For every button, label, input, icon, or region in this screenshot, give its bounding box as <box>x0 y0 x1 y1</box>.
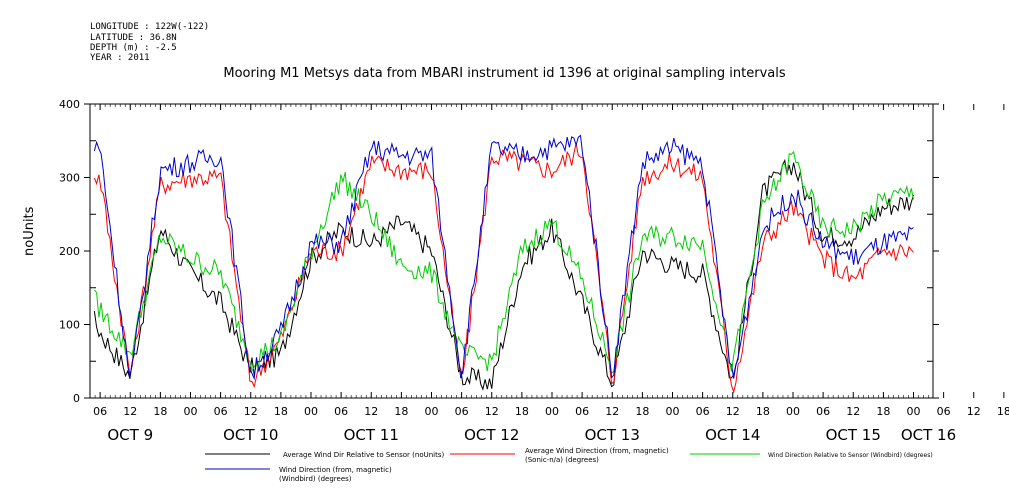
legend-label-2: Wind Direction Relative to Sensor (Windb… <box>768 452 933 459</box>
longitude-label: LONGITUDE : 122W(-122) <box>90 22 210 32</box>
latitude-label: LATITUDE : 36.8N <box>90 33 177 43</box>
depth-label: DEPTH (m) : -2.5 <box>90 43 177 53</box>
date-label: OCT 12 <box>464 426 519 444</box>
plot-frame <box>89 103 934 399</box>
x-tick-label: 00 <box>184 405 198 418</box>
date-label: OCT 14 <box>705 426 760 444</box>
x-tick-label: 00 <box>907 405 921 418</box>
x-tick-label: 06 <box>334 405 348 418</box>
x-tick-label: 12 <box>967 405 981 418</box>
x-tick-label: 06 <box>214 405 228 418</box>
series-line <box>93 134 914 381</box>
axis-ticks: 0 100 200 300 400 06 12 18 00 06 12 18 00 06 12 18 00 06 1… <box>59 98 1009 444</box>
y-tick-label: 100 <box>59 319 80 332</box>
date-label: OCT 10 <box>223 426 278 444</box>
x-tick-label: 18 <box>515 405 529 418</box>
x-tick-label: 06 <box>696 405 710 418</box>
x-tick-label: 06 <box>93 405 107 418</box>
x-tick-label: 00 <box>304 405 318 418</box>
series-lines <box>93 134 914 394</box>
series-line <box>93 158 914 391</box>
y-tick-label: 400 <box>59 98 80 111</box>
x-tick-label: 12 <box>123 405 137 418</box>
x-tick-label: 00 <box>425 405 439 418</box>
x-tick-label: 12 <box>364 405 378 418</box>
legend-label-0: Average Wind Dir Relative to Sensor (noU… <box>283 451 445 459</box>
x-tick-label: 00 <box>545 405 559 418</box>
x-tick-label: 06 <box>937 405 951 418</box>
x-tick-label: 06 <box>455 405 469 418</box>
year-label: YEAR : 2011 <box>90 53 150 63</box>
date-label: OCT 9 <box>107 426 153 444</box>
chart-title: Mooring M1 Metsys data from MBARI instru… <box>223 66 786 81</box>
x-tick-label: 18 <box>756 405 770 418</box>
legend-label-1: Average Wind Direction (from, magnetic) … <box>525 447 669 464</box>
x-tick-label: 18 <box>997 405 1009 418</box>
date-label: OCT 13 <box>585 426 640 444</box>
x-tick-label: 18 <box>274 405 288 418</box>
x-tick-label: 18 <box>153 405 167 418</box>
date-label: OCT 11 <box>344 426 399 444</box>
y-tick-label: 300 <box>59 172 80 185</box>
x-tick-label: 12 <box>485 405 499 418</box>
date-label: OCT 16 <box>901 426 956 444</box>
legend <box>205 453 760 470</box>
y-tick-label: 200 <box>59 245 80 258</box>
series-line <box>94 150 914 374</box>
x-tick-label: 18 <box>876 405 890 418</box>
x-tick-label: 12 <box>846 405 860 418</box>
x-tick-label: 12 <box>244 405 258 418</box>
x-tick-label: 18 <box>394 405 408 418</box>
x-tick-label: 00 <box>666 405 680 418</box>
date-label: OCT 15 <box>826 426 881 444</box>
legend-label-3: Wind Direction (from, magnetic) (Windbir… <box>279 466 392 483</box>
x-tick-label: 06 <box>816 405 830 418</box>
x-tick-label: 12 <box>605 405 619 418</box>
x-tick-label: 00 <box>786 405 800 418</box>
y-tick-label: 0 <box>73 392 80 405</box>
x-tick-label: 12 <box>726 405 740 418</box>
x-tick-label: 18 <box>635 405 649 418</box>
x-tick-label: 06 <box>575 405 589 418</box>
